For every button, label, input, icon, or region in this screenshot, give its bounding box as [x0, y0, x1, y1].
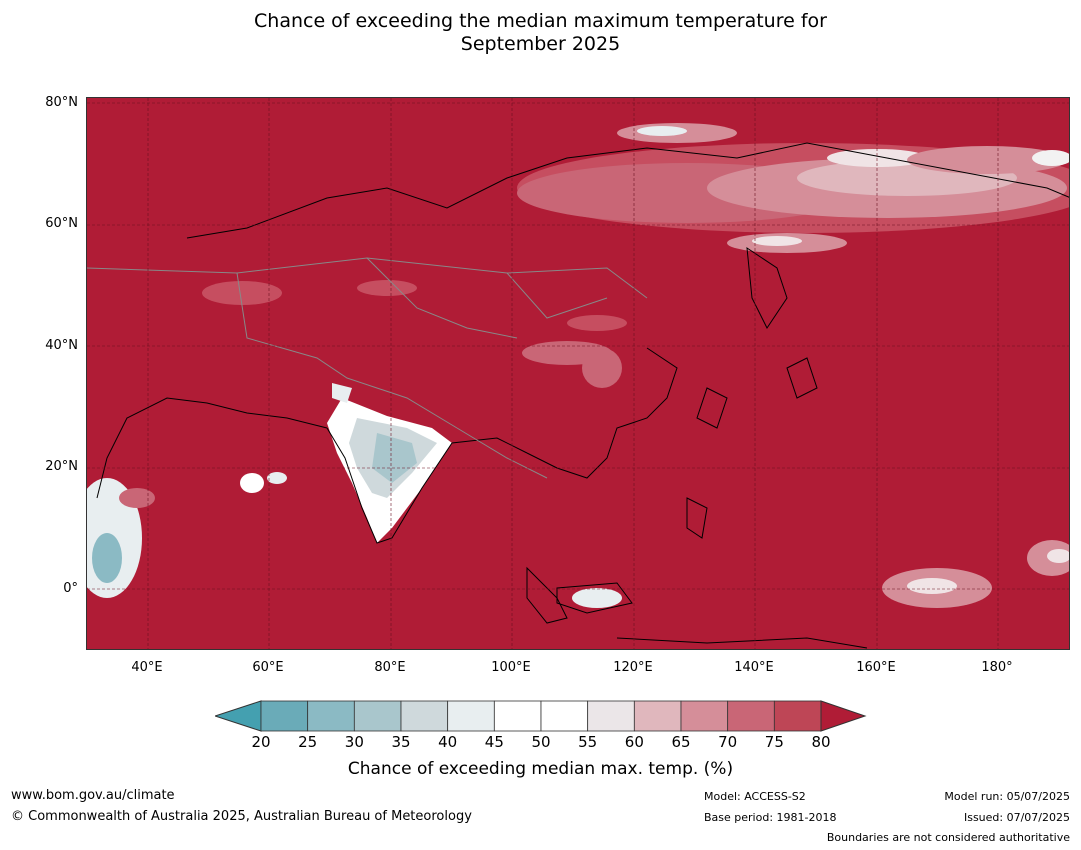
- colorbar-tick-label: 20: [251, 733, 271, 751]
- country-borders: [87, 257, 648, 479]
- footer-base-period: Base period: 1981-2018: [704, 811, 837, 824]
- lon-label-140e: 140°E: [734, 660, 774, 675]
- colorbar-tick-label: 65: [671, 733, 691, 751]
- lon-label-180: 180°: [981, 660, 1013, 675]
- colorbar-tick-label: 50: [531, 733, 551, 751]
- lat-label-0: 0°: [63, 581, 78, 596]
- title-line-1: Chance of exceeding the median maximum t…: [254, 10, 827, 32]
- lon-label-80e: 80°E: [374, 660, 406, 675]
- colorbar-tick-label: 40: [438, 733, 458, 751]
- colorbar-svg: [213, 700, 867, 732]
- pacific-anomaly: [572, 540, 1069, 608]
- footer-model: Model: ACCESS-S2: [704, 790, 806, 803]
- lat-label-80n: 80°N: [45, 95, 78, 110]
- colorbar-segment: [307, 700, 355, 732]
- colorbar-segment: [400, 700, 449, 732]
- map-svg: [87, 98, 1069, 649]
- coastlines: [96, 142, 1069, 649]
- lat-label-60n: 60°N: [45, 216, 78, 231]
- lon-label-100e: 100°E: [491, 660, 531, 675]
- colorbar: [213, 700, 867, 732]
- colorbar-segment: [773, 700, 822, 732]
- gridlines: [87, 98, 1069, 649]
- lon-label-40e: 40°E: [131, 660, 163, 675]
- lat-label-40n: 40°N: [45, 338, 78, 353]
- central-asia-anomaly: [202, 280, 627, 388]
- colorbar-segment: [540, 700, 589, 732]
- africa-anomaly: [87, 472, 287, 598]
- footer-url[interactable]: www.bom.gov.au/climate: [11, 788, 175, 803]
- colorbar-segment: [353, 700, 402, 732]
- colorbar-segment: [680, 700, 729, 732]
- colorbar-under-arrow: [213, 700, 262, 732]
- footer-issued: Issued: 07/07/2025: [963, 811, 1070, 824]
- lon-label-120e: 120°E: [613, 660, 653, 675]
- colorbar-segment: [633, 700, 682, 732]
- lon-label-160e: 160°E: [856, 660, 896, 675]
- colorbar-segment: [587, 700, 635, 732]
- colorbar-tick-label: 70: [718, 733, 738, 751]
- colorbar-segment: [260, 700, 309, 732]
- siberia-anomaly: [517, 123, 1069, 253]
- colorbar-over-arrow: [820, 700, 867, 732]
- footer-model-run: Model run: 05/07/2025: [944, 790, 1070, 803]
- colorbar-tick-label: 55: [578, 733, 598, 751]
- colorbar-segment: [727, 700, 775, 732]
- lon-label-60e: 60°E: [252, 660, 284, 675]
- india-anomaly: [327, 383, 452, 543]
- colorbar-tick-label: 35: [391, 733, 411, 751]
- probability-map: [86, 97, 1070, 650]
- lat-label-20n: 20°N: [45, 459, 78, 474]
- colorbar-title: Chance of exceeding median max. temp. (%…: [347, 759, 734, 779]
- colorbar-tick-label: 45: [484, 733, 504, 751]
- colorbar-tick-label: 30: [344, 733, 364, 751]
- colorbar-segment: [447, 700, 495, 732]
- footer-boundaries: Boundaries are not considered authoritat…: [826, 831, 1070, 844]
- colorbar-tick-label: 75: [764, 733, 784, 751]
- chart-title: Chance of exceeding the median maximum t…: [0, 10, 1081, 56]
- title-line-2: September 2025: [460, 33, 621, 55]
- colorbar-tick-label: 60: [624, 733, 644, 751]
- colorbar-tick-label: 25: [298, 733, 318, 751]
- colorbar-segment: [493, 700, 542, 732]
- colorbar-tick-label: 80: [811, 733, 831, 751]
- footer-copyright: © Commonwealth of Australia 2025, Austra…: [11, 809, 472, 824]
